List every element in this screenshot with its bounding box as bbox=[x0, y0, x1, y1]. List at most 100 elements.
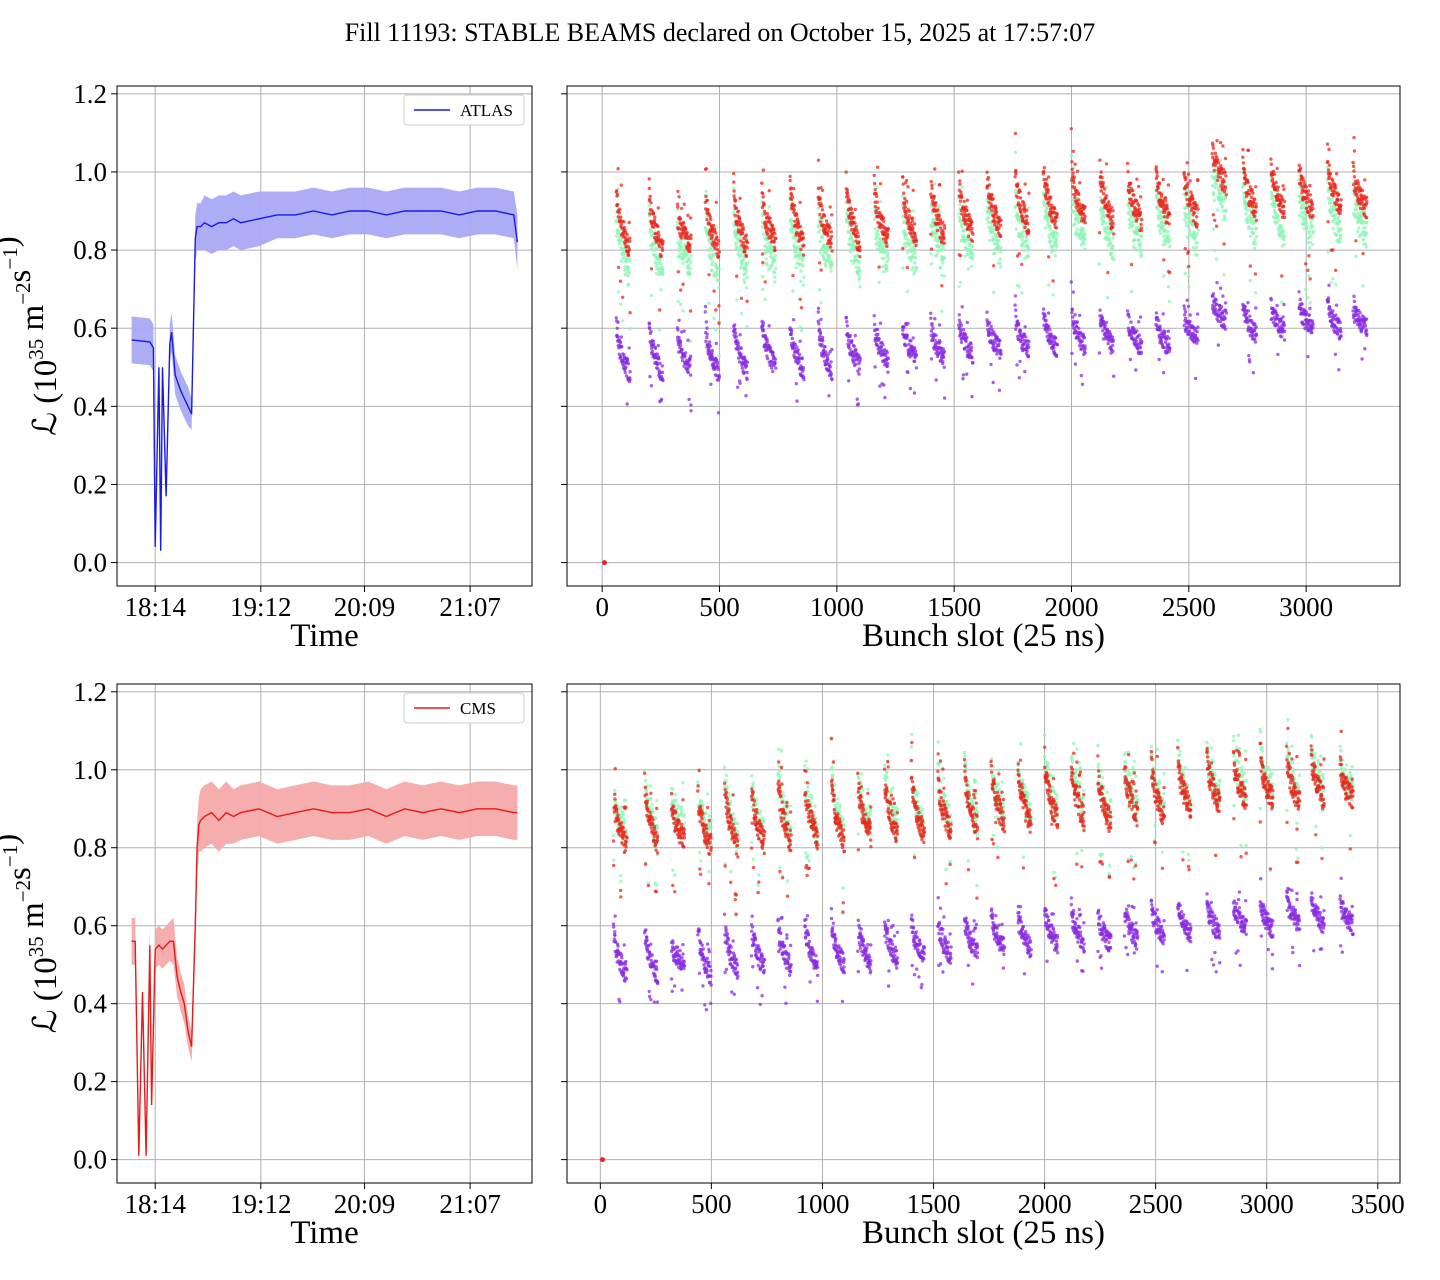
atlas-bunch-green-point bbox=[1014, 191, 1018, 195]
atlas-bunch-green-point bbox=[688, 266, 692, 271]
atlas-bunch-red-point bbox=[1337, 192, 1341, 197]
atlas-bunch-red-point bbox=[627, 220, 631, 225]
atlas-bunch-red-point bbox=[628, 239, 632, 243]
atlas-bunch-red-point bbox=[1154, 165, 1159, 169]
atlas-bunch-purple-point bbox=[738, 333, 742, 337]
atlas-bunch-purple-point bbox=[965, 320, 969, 325]
atlas-bunch-green-point bbox=[1021, 235, 1025, 239]
atlas-bunch-red-point bbox=[999, 218, 1003, 222]
atlas-bunch-green-point bbox=[1109, 251, 1113, 255]
atlas-bunch-purple-point bbox=[789, 328, 794, 332]
atlas-bunch-red-point bbox=[1190, 193, 1194, 197]
atlas-bunch-purple-point bbox=[736, 343, 740, 348]
atlas-bunch-red-point bbox=[745, 246, 749, 250]
atlas-bunch-red-point bbox=[1073, 195, 1077, 200]
atlas-bunch-red-point bbox=[1269, 157, 1273, 161]
atlas-bunch-green-point bbox=[851, 240, 855, 244]
atlas-bunch-red-point bbox=[1252, 214, 1257, 219]
atlas-bunch-purple-point bbox=[1213, 307, 1218, 311]
atlas-bunch-green-point bbox=[857, 265, 861, 270]
atlas-bunch-green-point bbox=[1338, 240, 1342, 244]
atlas-bunch-green-point bbox=[913, 256, 918, 260]
atlas-bunch-red-point bbox=[1138, 195, 1143, 199]
atlas-bunch-purple-point bbox=[995, 352, 999, 356]
atlas-bunch-purple-point bbox=[1140, 339, 1144, 344]
atlas-bunch-purple-point bbox=[1014, 308, 1018, 312]
atlas-bunch-red-point bbox=[1246, 148, 1251, 152]
atlas-bunch-red-point bbox=[1185, 161, 1189, 165]
atlas-bunch-red-point bbox=[1046, 175, 1051, 179]
atlas-bunch-purple-point bbox=[1246, 309, 1251, 313]
atlas-bunch-red-point bbox=[1155, 171, 1159, 175]
atlas-bunch-purple-point bbox=[969, 349, 973, 353]
atlas-bunch-purple-point bbox=[1275, 303, 1279, 308]
atlas-bunch-green-point bbox=[1337, 215, 1341, 219]
atlas-bunch-green-point bbox=[1254, 226, 1259, 231]
atlas-bunch-red-point bbox=[1111, 209, 1115, 213]
atlas-bunch-red-point bbox=[1308, 277, 1312, 281]
atlas-bunch-purple-point bbox=[1013, 294, 1018, 298]
atlas-bunch-green-point bbox=[1195, 240, 1199, 245]
atlas-bunch-red-point bbox=[658, 308, 662, 312]
atlas-bunch-red-point bbox=[1187, 264, 1191, 269]
atlas-bunch-red-point bbox=[1132, 193, 1136, 197]
atlas-bunch-red-point bbox=[1306, 196, 1310, 201]
atlas-bunch-purple-point bbox=[998, 339, 1002, 343]
atlas-bunch-red-point bbox=[886, 227, 891, 231]
atlas-bunch-purple-point bbox=[853, 333, 857, 338]
atlas-bunch-red-point bbox=[763, 280, 767, 284]
atlas-bunch-green-point bbox=[1361, 284, 1365, 288]
atlas-bunch-purple-point bbox=[705, 332, 709, 336]
atlas-bunch-green-point bbox=[685, 259, 689, 264]
atlas-bunch-green-point bbox=[739, 266, 743, 270]
atlas-bunch-red-point bbox=[675, 202, 680, 206]
atlas-bunch-red-point bbox=[616, 265, 621, 270]
atlas-bunch-green-point bbox=[1027, 245, 1031, 250]
atlas-bunch-red-point bbox=[1140, 218, 1144, 222]
atlas-bunch-red-point bbox=[1013, 175, 1017, 179]
atlas-bunch-red-point bbox=[1362, 206, 1367, 210]
atlas-bunch-purple-point bbox=[817, 322, 821, 326]
atlas-bunch-red-point bbox=[1026, 222, 1030, 226]
atlas-bunch-green-point bbox=[820, 235, 825, 240]
atlas-bunch-green-point bbox=[911, 209, 915, 213]
atlas-bunch-purple-point bbox=[703, 304, 708, 309]
atlas-bunch-green-point bbox=[617, 231, 621, 236]
atlas-bunch-green-point bbox=[1213, 248, 1217, 253]
atlas-bunch-red-point bbox=[1167, 222, 1171, 226]
atlas-bunch-red-point bbox=[938, 217, 942, 222]
atlas-time-legend-label: ATLAS bbox=[460, 101, 513, 120]
atlas-bunch-green-point bbox=[659, 262, 663, 266]
atlas-bunch-purple-point bbox=[1162, 345, 1167, 350]
atlas-bunch-green-point bbox=[1185, 212, 1189, 216]
atlas-bunch-green-point bbox=[615, 218, 619, 222]
atlas-bunch-green-point bbox=[1224, 196, 1228, 201]
atlas-bunch-red-point bbox=[1055, 212, 1060, 216]
atlas-bunch-red-point bbox=[1108, 210, 1112, 214]
atlas-bunch-purple-point bbox=[845, 324, 849, 328]
atlas-bunch-xtick-label: 1000 bbox=[810, 592, 864, 622]
atlas-bunch-purple-point bbox=[652, 342, 656, 346]
atlas-bunch-red-point bbox=[1016, 182, 1020, 186]
atlas-bunch-red-point bbox=[1210, 152, 1214, 156]
atlas-bunch-purple-point bbox=[941, 360, 945, 364]
atlas-bunch-green-point bbox=[740, 260, 744, 265]
atlas-bunch-purple-point bbox=[1167, 342, 1171, 346]
atlas-bunch-purple-point bbox=[989, 362, 993, 367]
atlas-bunch-purple-point bbox=[906, 321, 910, 326]
atlas-bunch-red-point bbox=[911, 226, 915, 230]
atlas-bunch-green-point bbox=[738, 236, 742, 240]
atlas-bunch-red-point bbox=[1243, 173, 1248, 178]
atlas-bunch-green-point bbox=[1220, 205, 1224, 209]
atlas-bunch-purple-point bbox=[913, 349, 918, 353]
atlas-bunch-purple-point bbox=[857, 367, 862, 371]
atlas-bunch-purple-point bbox=[872, 314, 876, 318]
atlas-bunch-purple-point bbox=[682, 329, 686, 333]
atlas-bunch-red-point bbox=[688, 246, 692, 250]
atlas-bunch-red-point bbox=[820, 204, 824, 208]
atlas-bunch-purple-point bbox=[648, 374, 652, 379]
atlas-bunch-purple-point bbox=[1161, 370, 1166, 375]
cms-time-xtick-label: 19:12 bbox=[230, 1189, 292, 1219]
atlas-bunch-purple-point bbox=[744, 364, 749, 368]
atlas-bunch-purple-point bbox=[1282, 302, 1286, 307]
